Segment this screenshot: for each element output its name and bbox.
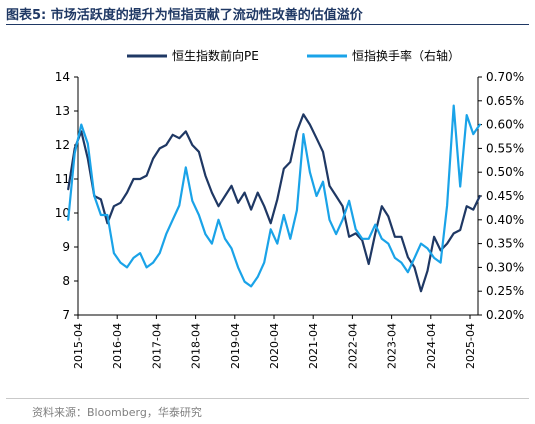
chart-legend: 恒生指数前向PE 恒指换手率（右轴） bbox=[127, 48, 460, 63]
source-note: 资料来源：Bloomberg，华泰研究 bbox=[32, 406, 202, 419]
y-right-tick-label: 0.65% bbox=[486, 94, 524, 108]
y-left-tick-label: 9 bbox=[62, 240, 70, 254]
x-tick-label: 2022-04 bbox=[346, 323, 359, 369]
source-divider bbox=[6, 398, 529, 399]
legend-label-pe: 恒生指数前向PE bbox=[172, 48, 259, 63]
x-tick-label: 2023-04 bbox=[386, 323, 399, 369]
y-right-tick-label: 0.30% bbox=[486, 260, 524, 274]
y-right-tick-label: 0.50% bbox=[486, 165, 524, 179]
series-line-pe bbox=[67, 113, 481, 293]
x-tick-label: 2025-04 bbox=[464, 323, 477, 369]
x-tick-label: 2017-04 bbox=[150, 323, 163, 369]
x-tick-label: 2020-04 bbox=[268, 323, 281, 369]
y-left-tick-label: 7 bbox=[62, 308, 70, 322]
title-divider bbox=[6, 24, 529, 25]
y-right-tick-label: 0.40% bbox=[486, 213, 524, 227]
y-right-tick-label: 0.70% bbox=[486, 70, 524, 84]
y-left-tick-label: 10 bbox=[55, 206, 70, 220]
x-tick-label: 2021-04 bbox=[307, 323, 320, 369]
x-tick-label: 2018-04 bbox=[190, 323, 203, 369]
figure-title: 图表5: 市场活跃度的提升为恒指贡献了流动性改善的估值溢价 bbox=[6, 8, 363, 23]
y-right-tick-label: 0.45% bbox=[486, 189, 524, 203]
legend-label-turnover: 恒指换手率（右轴） bbox=[352, 48, 460, 63]
line-chart: 恒生指数前向PE 恒指换手率（右轴） 7 8 9 10 11 12 13 14 0.20% 0.2… bbox=[55, 48, 524, 369]
y-left-tick-label: 12 bbox=[55, 138, 70, 152]
y-left-tick-label: 14 bbox=[55, 70, 70, 84]
y-right-tick-label: 0.55% bbox=[486, 141, 524, 155]
y-right-tick-label: 0.60% bbox=[486, 118, 524, 132]
y-left-tick-label: 8 bbox=[62, 274, 70, 288]
y-right-tick-label: 0.20% bbox=[486, 308, 524, 322]
x-tick-label: 2024-04 bbox=[425, 323, 438, 369]
y-right-tick-label: 0.35% bbox=[486, 237, 524, 251]
x-tick-label: 2015-04 bbox=[72, 323, 85, 369]
series-line-turnover bbox=[67, 104, 481, 288]
y-left-tick-label: 13 bbox=[55, 104, 70, 118]
y-right-tick-label: 0.25% bbox=[486, 284, 524, 298]
x-tick-label: 2016-04 bbox=[111, 323, 124, 369]
x-tick-label: 2019-04 bbox=[229, 323, 242, 369]
y-left-tick-label: 11 bbox=[55, 172, 70, 186]
